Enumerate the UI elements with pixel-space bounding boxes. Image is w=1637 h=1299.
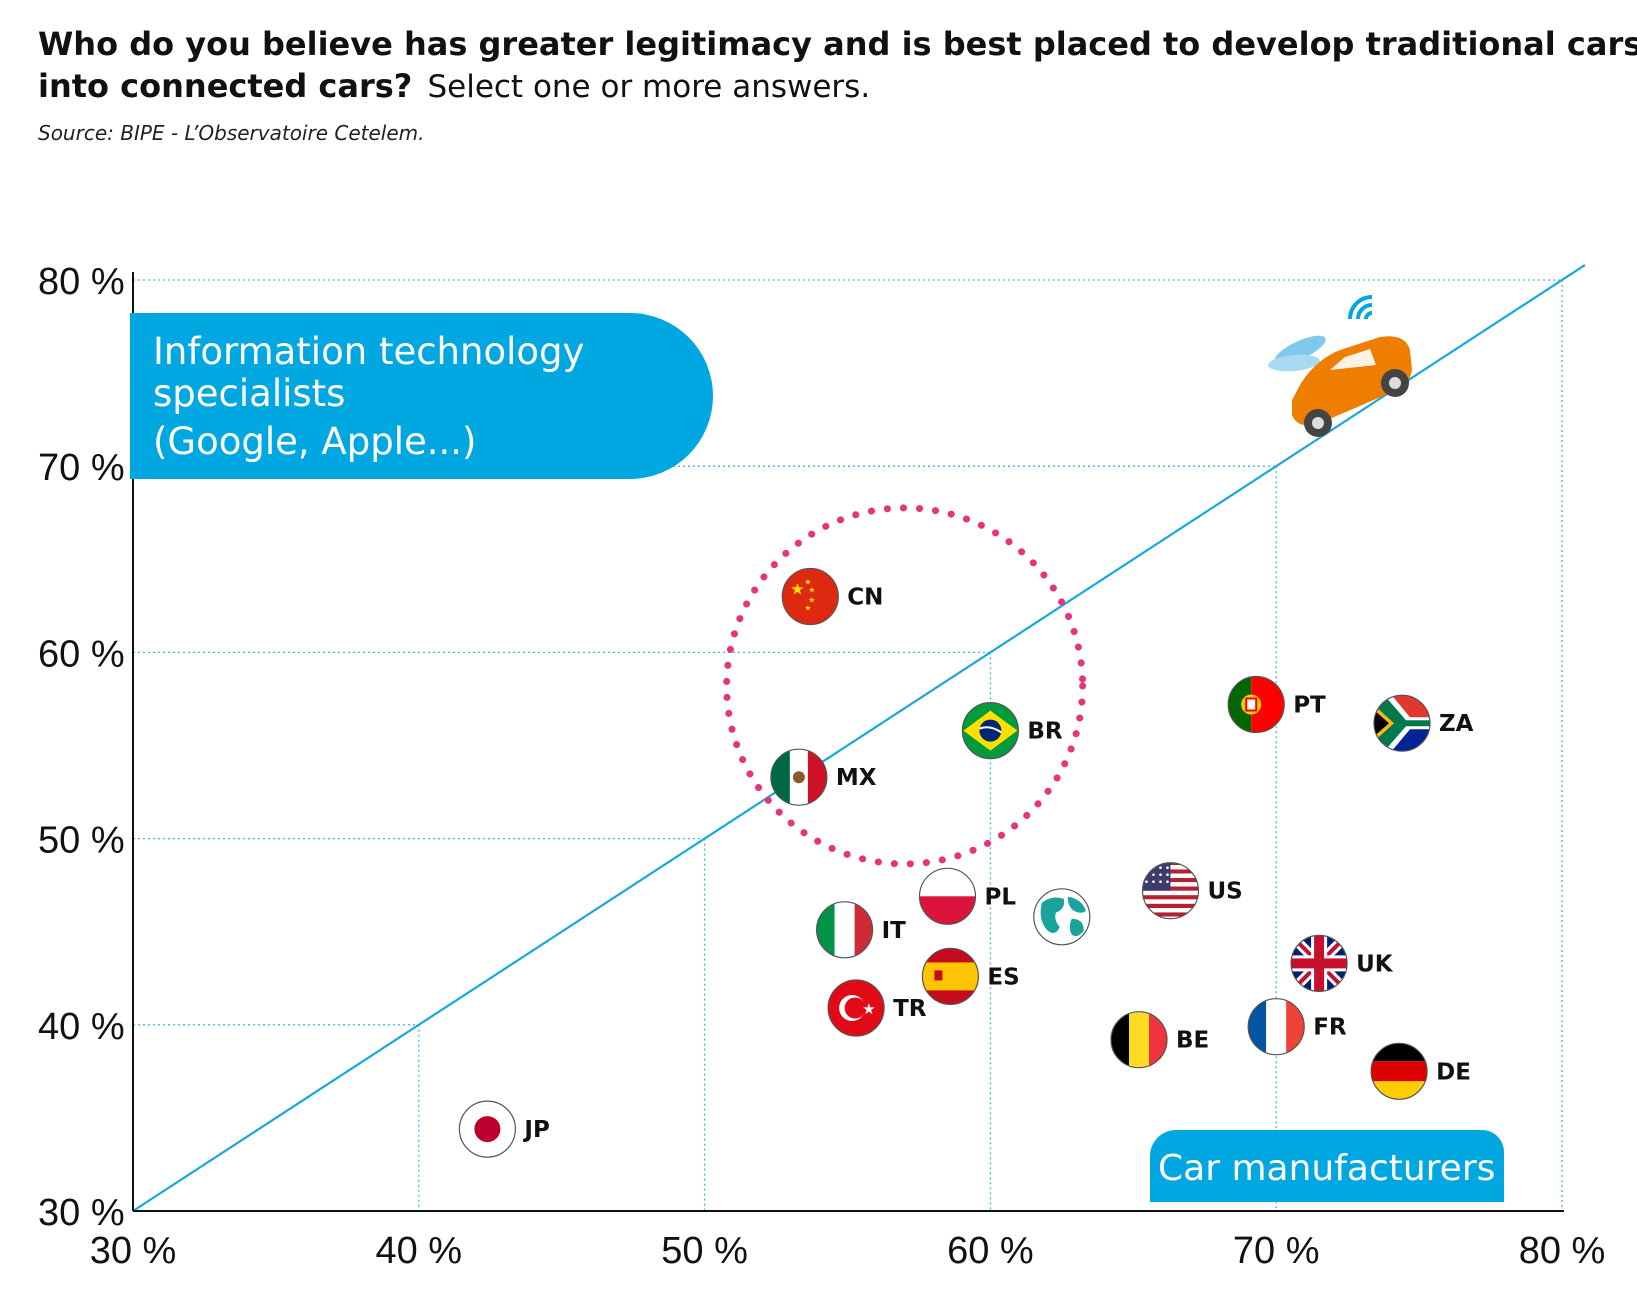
- flag-cn-icon: ★ ★★★★: [782, 568, 839, 625]
- it-specialists-line2: specialists: [153, 372, 345, 415]
- highlight-dotted-circle: [723, 504, 1087, 868]
- y-tick-label: 60 %: [38, 633, 125, 675]
- data-point-br: BR: [961, 701, 1063, 760]
- title-bold-line1: Who do you believe has greater legitimac…: [38, 25, 1637, 63]
- data-point-mx: MX: [770, 748, 877, 806]
- flag-uk-icon: [1291, 935, 1348, 992]
- svg-text:★: ★: [804, 604, 811, 613]
- point-label: BE: [1176, 1028, 1209, 1054]
- point-label: UK: [1356, 951, 1394, 977]
- flag-fr-icon: [1248, 998, 1305, 1055]
- x-tick-label: 50 %: [661, 1230, 748, 1272]
- flag-es-icon: [922, 948, 979, 1005]
- chart-title: Who do you believe has greater legitimac…: [38, 25, 1637, 63]
- svg-text:★: ★: [790, 580, 804, 599]
- connected-car-icon: [1268, 295, 1412, 437]
- data-point-it: IT: [815, 901, 907, 959]
- flag-be-icon: [1111, 1011, 1167, 1068]
- y-tick-label: 80 %: [38, 261, 125, 303]
- svg-text:★: ★: [862, 1000, 875, 1018]
- point-label: BR: [1027, 719, 1063, 745]
- point-label: IT: [882, 918, 907, 944]
- flag-de-icon: [1371, 1043, 1428, 1100]
- data-point-uk: UK: [1290, 934, 1394, 993]
- x-tick-labels: 30 % 40 % 50 % 60 % 70 % 80 %: [90, 1230, 1606, 1272]
- it-specialists-box: Information technology specialists (Goog…: [130, 313, 713, 479]
- flag-za-icon: [1374, 695, 1430, 752]
- y-tick-label: 50 %: [38, 820, 125, 862]
- data-point-pl: PL: [918, 867, 1017, 925]
- y-tick-label: 70 %: [38, 447, 125, 489]
- data-point-pt: PT: [1227, 675, 1326, 734]
- point-label: PL: [985, 884, 1017, 910]
- car-manufacturers-label: Car manufacturers: [1158, 1148, 1495, 1189]
- globe-icon: [1033, 888, 1090, 945]
- flag-us-icon: [1142, 862, 1199, 919]
- car-manufacturers-box: Car manufacturers: [1150, 1130, 1504, 1202]
- y-tick-labels: 30 % 40 % 50 % 60 % 70 % 80 %: [38, 261, 125, 1234]
- data-point-be: BE: [1110, 1011, 1209, 1069]
- x-tick-label: 70 %: [1233, 1230, 1320, 1272]
- data-point-tr: ★ TR: [827, 979, 927, 1037]
- y-tick-label: 30 %: [38, 1192, 125, 1234]
- diagonal-line: [132, 264, 1586, 1212]
- source-note: Source: BIPE - L’Observatoire Cetelem.: [38, 121, 425, 145]
- data-point-de: DE: [1370, 1042, 1471, 1100]
- point-label: TR: [893, 996, 927, 1022]
- it-specialists-line1: Information technology: [153, 330, 584, 373]
- flag-br-icon: [962, 702, 1019, 759]
- car-manufacturers-box-bg: [1150, 1130, 1504, 1202]
- svg-text:★: ★: [804, 578, 811, 587]
- diagonal-layer: [132, 264, 1586, 1212]
- point-label: ZA: [1439, 711, 1474, 737]
- x-tick-label: 30 %: [90, 1230, 177, 1272]
- flag-mx-icon: [770, 749, 827, 806]
- it-specialists-box-bg: [130, 313, 713, 479]
- data-point-cn: ★ ★★★★ CN: [781, 567, 883, 626]
- it-specialists-line3: (Google, Apple...): [153, 420, 476, 463]
- point-label: US: [1208, 879, 1243, 905]
- flag-jp-icon: [459, 1101, 516, 1158]
- svg-text:★: ★: [808, 586, 815, 595]
- y-tick-label: 40 %: [38, 1006, 125, 1048]
- svg-text:★: ★: [808, 596, 815, 605]
- flag-pt-icon: [1228, 676, 1285, 733]
- gridlines: [133, 279, 1563, 1211]
- point-label: CN: [847, 585, 883, 611]
- data-point-us: US: [1141, 862, 1243, 920]
- x-tick-label: 60 %: [947, 1230, 1034, 1272]
- data-point-es: ES: [921, 947, 1020, 1006]
- title-bold-line2: into connected cars?: [38, 67, 412, 105]
- point-label: FR: [1313, 1015, 1347, 1041]
- flag-pl-icon: [919, 868, 976, 925]
- point-label: DE: [1436, 1059, 1471, 1085]
- point-label: PT: [1293, 693, 1326, 719]
- x-tick-label: 80 %: [1519, 1230, 1606, 1272]
- chart-title-line2: into connected cars? Select one or more …: [38, 67, 870, 105]
- x-tick-label: 40 %: [375, 1230, 462, 1272]
- flag-tr-icon: ★: [828, 980, 885, 1036]
- data-point-jp: JP: [458, 1100, 550, 1158]
- point-label: JP: [522, 1117, 549, 1143]
- flag-it-icon: [816, 901, 873, 958]
- data-point-fr: FR: [1247, 998, 1347, 1056]
- point-label: ES: [987, 964, 1019, 990]
- title-regular: Select one or more answers.: [427, 69, 870, 105]
- point-label: MX: [836, 765, 877, 791]
- data-point-za: ZA: [1373, 694, 1474, 752]
- data-point-globe: [1033, 888, 1091, 946]
